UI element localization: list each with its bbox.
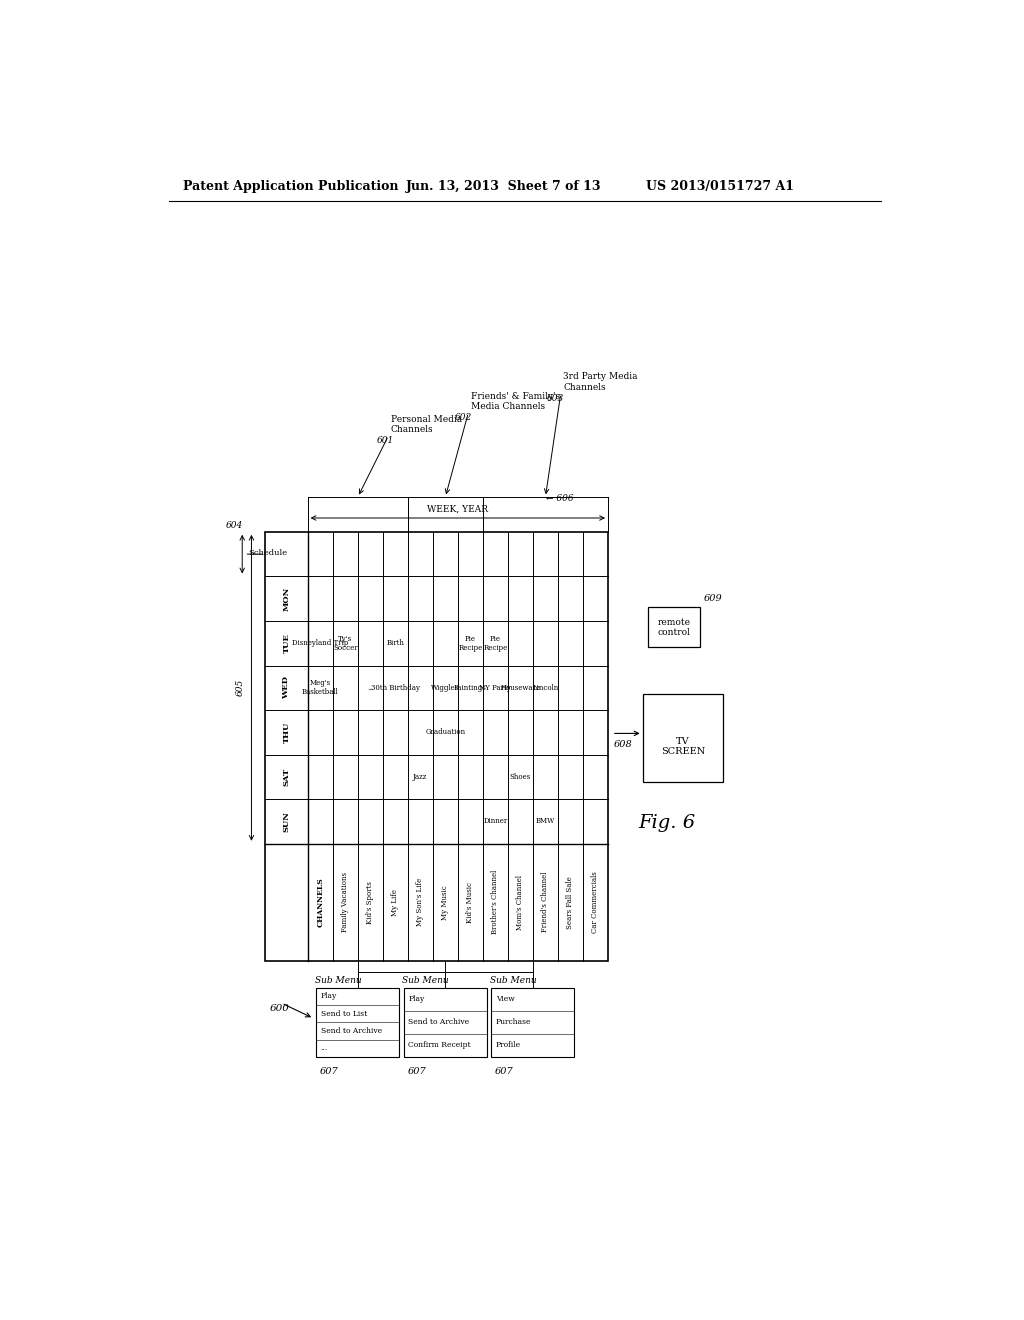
Bar: [492, 987, 574, 1057]
Text: NY Party: NY Party: [479, 684, 511, 692]
Text: Friend's Channel: Friend's Channel: [542, 873, 550, 932]
Text: Graduation: Graduation: [425, 729, 465, 737]
Text: Profile: Profile: [496, 1041, 521, 1049]
Text: 609: 609: [705, 594, 723, 603]
Text: 607: 607: [496, 1067, 514, 1076]
Text: Sub Menu: Sub Menu: [314, 975, 361, 985]
Text: Dinner: Dinner: [483, 817, 508, 825]
Text: Confirm Receipt: Confirm Receipt: [409, 1041, 471, 1049]
Text: Car Commercials: Car Commercials: [592, 871, 599, 933]
Bar: [643, 693, 724, 781]
Text: Shoes: Shoes: [510, 774, 531, 781]
Text: 603: 603: [547, 393, 564, 403]
Text: My Son's Life: My Son's Life: [417, 878, 424, 927]
Text: 601: 601: [377, 437, 394, 445]
Text: 602: 602: [455, 413, 472, 422]
Text: Meg's
Basketball: Meg's Basketball: [302, 680, 339, 697]
Text: 600: 600: [270, 1003, 290, 1012]
Text: Sears Fall Sale: Sears Fall Sale: [566, 876, 574, 928]
Text: Lincoln: Lincoln: [532, 684, 558, 692]
Text: Kid's Music: Kid's Music: [466, 882, 474, 923]
Text: Fig. 6: Fig. 6: [639, 814, 696, 833]
Text: Kid's Sports: Kid's Sports: [367, 880, 374, 924]
Text: 607: 607: [408, 1067, 426, 1076]
Text: MON: MON: [283, 586, 291, 611]
Text: ...: ...: [367, 684, 374, 692]
Text: Houseware: Houseware: [501, 684, 541, 692]
Text: 3rd Party Media
Channels: 3rd Party Media Channels: [563, 372, 638, 392]
Text: WEEK, YEAR: WEEK, YEAR: [427, 504, 488, 513]
Text: Disneyland Trip: Disneyland Trip: [292, 639, 348, 647]
Text: Paintings: Paintings: [454, 684, 486, 692]
Text: TUE: TUE: [283, 634, 291, 653]
Text: SAT: SAT: [283, 768, 291, 785]
Text: Jazz: Jazz: [413, 774, 427, 781]
Bar: [265, 532, 608, 961]
Text: My Music: My Music: [441, 884, 450, 920]
Text: TV
SCREEN: TV SCREEN: [660, 737, 706, 756]
Text: THU: THU: [283, 722, 291, 743]
Bar: [403, 987, 486, 1057]
Text: Mom's Channel: Mom's Channel: [516, 875, 524, 929]
Text: BMW: BMW: [536, 817, 555, 825]
Text: Patent Application Publication: Patent Application Publication: [183, 181, 398, 194]
Text: Sub Menu: Sub Menu: [402, 975, 449, 985]
Text: 604: 604: [225, 521, 243, 531]
Text: Family Vacations: Family Vacations: [341, 873, 349, 932]
Text: remote
control: remote control: [657, 618, 690, 638]
Text: My Life: My Life: [391, 888, 399, 916]
Text: Play: Play: [321, 993, 337, 1001]
Text: ...: ...: [321, 1044, 328, 1052]
Text: ← 606: ← 606: [547, 494, 574, 503]
Text: SUN: SUN: [283, 810, 291, 832]
Text: Birth: Birth: [386, 639, 404, 647]
Text: 30th Birthday: 30th Birthday: [371, 684, 420, 692]
Text: 608: 608: [614, 741, 633, 750]
Text: Purchase: Purchase: [496, 1018, 531, 1027]
Text: CHANNELS: CHANNELS: [316, 878, 325, 927]
Text: Send to Archive: Send to Archive: [321, 1027, 382, 1035]
Text: Pie
Recipe: Pie Recipe: [458, 635, 482, 652]
Text: Schedule: Schedule: [249, 549, 288, 557]
Text: Personal Media
Channels: Personal Media Channels: [391, 414, 462, 434]
Text: Jun. 13, 2013  Sheet 7 of 13: Jun. 13, 2013 Sheet 7 of 13: [407, 181, 602, 194]
Text: Brother's Channel: Brother's Channel: [492, 870, 500, 935]
Text: US 2013/0151727 A1: US 2013/0151727 A1: [646, 181, 795, 194]
Text: 607: 607: [319, 1067, 339, 1076]
Text: View: View: [496, 995, 515, 1003]
Text: Wiggles: Wiggles: [431, 684, 460, 692]
Bar: [316, 987, 399, 1057]
Text: Ty's
Soccer: Ty's Soccer: [333, 635, 357, 652]
Bar: [648, 607, 700, 647]
Text: Send to List: Send to List: [321, 1010, 367, 1018]
Text: 605: 605: [236, 680, 245, 697]
Text: Send to Archive: Send to Archive: [409, 1018, 469, 1027]
Text: WED: WED: [283, 676, 291, 700]
Text: Friends' & Family's
Media Channels: Friends' & Family's Media Channels: [471, 392, 560, 411]
Text: Sub Menu: Sub Menu: [489, 975, 537, 985]
Text: Pie
Recipe: Pie Recipe: [483, 635, 508, 652]
Text: Play: Play: [409, 995, 425, 1003]
